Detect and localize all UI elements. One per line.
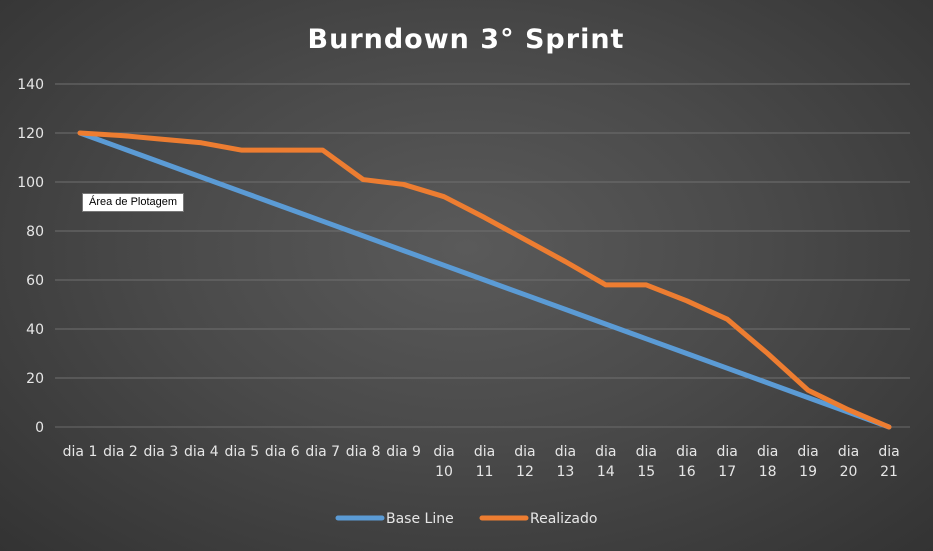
x-tick-label: dia 6: [265, 444, 300, 460]
chart-title: Burndown 3° Sprint: [308, 24, 625, 55]
y-tick-label: 120: [17, 126, 44, 142]
x-tick-label: dia 5: [224, 444, 259, 460]
y-tick-label: 140: [17, 77, 44, 93]
x-tick-label: dia 15: [636, 444, 657, 480]
x-tick-label: dia 9: [386, 444, 421, 460]
y-tick-label: 100: [17, 175, 44, 191]
y-tick-label: 0: [35, 420, 44, 436]
x-tick-label: dia 8: [346, 444, 381, 460]
series-line-realizado[interactable]: [77, 130, 892, 430]
x-tick-label: dia 11: [474, 444, 495, 480]
y-tick-label: 80: [26, 224, 44, 240]
x-tick-label: dia 12: [514, 444, 535, 480]
x-tick-label: dia 13: [555, 444, 576, 480]
x-tick-label: dia 14: [595, 444, 616, 480]
y-tick-label: 40: [26, 322, 44, 338]
legend: Base Line Realizado: [335, 511, 597, 527]
x-tick-label: dia 2: [103, 444, 138, 460]
x-tick-label: dia 1: [63, 444, 98, 460]
x-tick-label: dia 19: [797, 444, 818, 480]
series-line-base-line[interactable]: [77, 130, 892, 430]
x-tick-label: dia 4: [184, 444, 219, 460]
x-tick-label: dia 3: [144, 444, 179, 460]
gridlines: [55, 83, 910, 428]
x-tick-label: dia 7: [305, 444, 340, 460]
x-tick-label: dia 17: [717, 444, 738, 480]
x-axis-ticks: dia 1 dia 2 dia 3 dia 4 dia 5 dia 6 dia 7 dia 8…: [63, 444, 900, 480]
y-tick-label: 60: [26, 273, 44, 289]
x-tick-label: dia 21: [878, 444, 899, 480]
x-tick-label: dia 20: [838, 444, 859, 480]
series-lines: [77, 130, 892, 430]
x-tick-label: dia 18: [757, 444, 778, 480]
y-axis-ticks: 0 20 40 60 80 100 120 140: [17, 77, 44, 436]
legend-label: Realizado: [530, 511, 597, 527]
x-tick-label: dia 10: [433, 444, 454, 480]
x-tick-label: dia 16: [676, 444, 697, 480]
legend-label: Base Line: [386, 511, 454, 527]
y-tick-label: 20: [26, 371, 44, 387]
plot-area-tooltip: Área de Plotagem: [82, 193, 185, 212]
